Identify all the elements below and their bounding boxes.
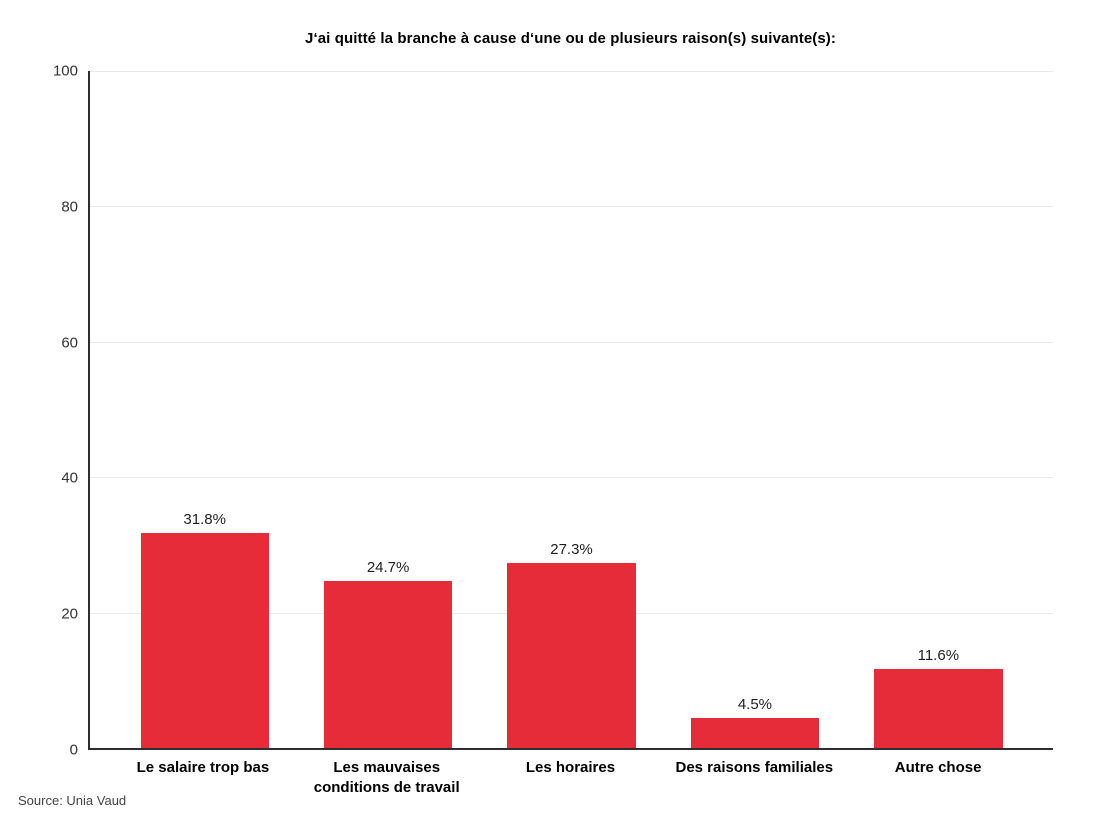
bar-slot: 4.5% (663, 71, 846, 748)
y-axis: 0 20 40 60 80 100 (0, 63, 78, 759)
gridline (90, 477, 1053, 479)
bar (690, 717, 820, 748)
gridline (90, 71, 1053, 72)
y-tick-label: 60 (61, 334, 78, 352)
category-label: Les mauvaises conditions de travail (313, 759, 460, 796)
bar (323, 580, 453, 748)
bar-value-label: 31.8% (183, 510, 226, 528)
bar-value-label: 24.7% (366, 558, 410, 576)
bar-value-label: 27.3% (550, 541, 593, 559)
gridline (90, 206, 1053, 208)
bars: 31.8% 24.7% 27.3% 4.5% 11.6% (90, 71, 1053, 748)
gridline (90, 341, 1053, 343)
x-axis-labels: Le salaire trop bas Les mauvaises conditi… (88, 758, 1053, 797)
category-label: Autre chose (894, 759, 982, 776)
bar-value-label: 4.5% (737, 695, 773, 713)
bar-slot: 27.3% (480, 71, 663, 748)
category-label: Des raisons familiales (675, 759, 834, 776)
source-note: Source: Unia Vaud (18, 793, 127, 808)
chart-title: J‘ai quitté la branche à cause d‘une ou … (305, 30, 836, 47)
y-tick-label: 20 (61, 605, 78, 623)
category-label: Le salaire trop bas (136, 759, 270, 776)
y-tick-label: 40 (61, 469, 78, 487)
bar-value-label: 11.6% (917, 647, 960, 665)
bar (507, 563, 636, 748)
bar (874, 669, 1003, 748)
y-tick-label: 80 (61, 198, 78, 216)
bar-slot: 31.8% (113, 71, 296, 748)
plot-area: 31.8% 24.7% 27.3% 4.5% 11.6% (88, 71, 1053, 750)
bar-slot: 24.7% (296, 71, 479, 748)
y-tick-label: 0 (69, 741, 78, 759)
category-label: Les horaires (525, 759, 616, 776)
bar-slot: 11.6% (847, 71, 1030, 748)
y-tick-label: 100 (52, 62, 78, 80)
bar (140, 532, 269, 748)
